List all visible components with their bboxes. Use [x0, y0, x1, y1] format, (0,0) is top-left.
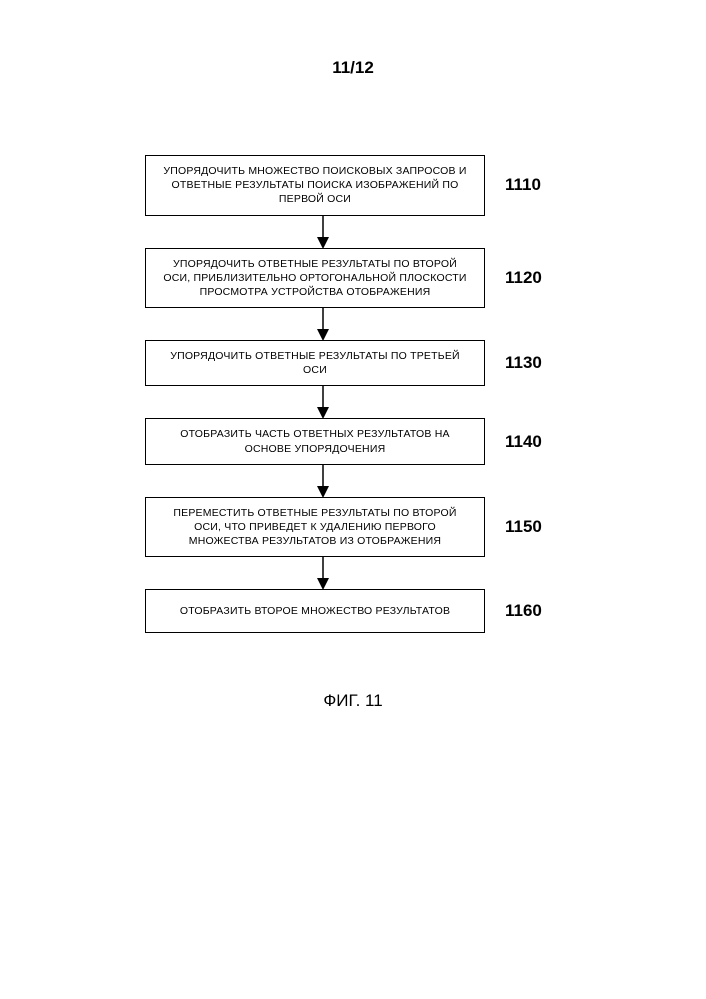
- flow-box-text: УПОРЯДОЧИТЬ ОТВЕТНЫЕ РЕЗУЛЬТАТЫ ПО ВТОРО…: [160, 257, 470, 300]
- flow-step: ОТОБРАЗИТЬ ЧАСТЬ ОТВЕТНЫХ РЕЗУЛЬТАТОВ НА…: [0, 418, 706, 464]
- flow-step: УПОРЯДОЧИТЬ ОТВЕТНЫЕ РЕЗУЛЬТАТЫ ПО ТРЕТЬ…: [0, 340, 706, 386]
- flow-box: ОТОБРАЗИТЬ ВТОРОЕ МНОЖЕСТВО РЕЗУЛЬТАТОВ: [145, 589, 485, 633]
- flow-box: УПОРЯДОЧИТЬ ОТВЕТНЫЕ РЕЗУЛЬТАТЫ ПО ВТОРО…: [145, 248, 485, 309]
- flow-ref-label: 1150: [505, 517, 555, 537]
- flow-step: ОТОБРАЗИТЬ ВТОРОЕ МНОЖЕСТВО РЕЗУЛЬТАТОВ …: [0, 589, 706, 633]
- flow-ref-label: 1120: [505, 268, 555, 288]
- flow-ref-label: 1160: [505, 601, 555, 621]
- flow-ref-label: 1110: [505, 175, 555, 195]
- flow-step: УПОРЯДОЧИТЬ ОТВЕТНЫЕ РЕЗУЛЬТАТЫ ПО ВТОРО…: [0, 248, 706, 309]
- flow-connector: [0, 465, 706, 497]
- flow-box: ОТОБРАЗИТЬ ЧАСТЬ ОТВЕТНЫХ РЕЗУЛЬТАТОВ НА…: [145, 418, 485, 464]
- flow-ref-label: 1130: [505, 353, 555, 373]
- flow-step: УПОРЯДОЧИТЬ МНОЖЕСТВО ПОИСКОВЫХ ЗАПРОСОВ…: [0, 155, 706, 216]
- flow-box: УПОРЯДОЧИТЬ МНОЖЕСТВО ПОИСКОВЫХ ЗАПРОСОВ…: [145, 155, 485, 216]
- arrow-down-icon: [315, 464, 331, 498]
- flow-box-text: ПЕРЕМЕСТИТЬ ОТВЕТНЫЕ РЕЗУЛЬТАТЫ ПО ВТОРО…: [160, 506, 470, 549]
- flow-box-text: ОТОБРАЗИТЬ ВТОРОЕ МНОЖЕСТВО РЕЗУЛЬТАТОВ: [180, 604, 450, 618]
- flow-connector: [0, 386, 706, 418]
- flow-box: ПЕРЕМЕСТИТЬ ОТВЕТНЫЕ РЕЗУЛЬТАТЫ ПО ВТОРО…: [145, 497, 485, 558]
- flow-box: УПОРЯДОЧИТЬ ОТВЕТНЫЕ РЕЗУЛЬТАТЫ ПО ТРЕТЬ…: [145, 340, 485, 386]
- arrow-down-icon: [315, 556, 331, 590]
- flow-box-text: ОТОБРАЗИТЬ ЧАСТЬ ОТВЕТНЫХ РЕЗУЛЬТАТОВ НА…: [160, 427, 470, 455]
- flow-connector: [0, 557, 706, 589]
- arrow-down-icon: [315, 215, 331, 249]
- arrow-down-icon: [315, 307, 331, 341]
- flow-step: ПЕРЕМЕСТИТЬ ОТВЕТНЫЕ РЕЗУЛЬТАТЫ ПО ВТОРО…: [0, 497, 706, 558]
- flow-box-text: УПОРЯДОЧИТЬ МНОЖЕСТВО ПОИСКОВЫХ ЗАПРОСОВ…: [160, 164, 470, 207]
- arrow-down-icon: [315, 385, 331, 419]
- flowchart: УПОРЯДОЧИТЬ МНОЖЕСТВО ПОИСКОВЫХ ЗАПРОСОВ…: [0, 155, 706, 711]
- flow-box-text: УПОРЯДОЧИТЬ ОТВЕТНЫЕ РЕЗУЛЬТАТЫ ПО ТРЕТЬ…: [160, 349, 470, 377]
- flow-connector: [0, 216, 706, 248]
- page: 11/12 УПОРЯДОЧИТЬ МНОЖЕСТВО ПОИСКОВЫХ ЗА…: [0, 0, 706, 999]
- figure-caption: ФИГ. 11: [0, 691, 706, 711]
- page-number: 11/12: [0, 58, 706, 78]
- flow-ref-label: 1140: [505, 432, 555, 452]
- flow-connector: [0, 308, 706, 340]
